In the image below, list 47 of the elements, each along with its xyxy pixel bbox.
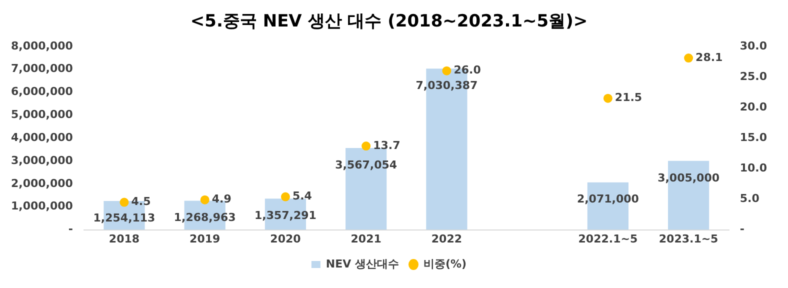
data-label: 3,005,000 [658,171,720,184]
y2-tick-label: 15.0 [740,130,768,144]
data-label: 26.0 [454,64,482,77]
point [684,54,694,63]
data-label: 4.9 [212,192,232,206]
y2-tick-label: 10.0 [740,162,768,175]
point [280,192,290,202]
point [362,142,371,151]
x-tick-label: 2023.1~5 [658,232,718,246]
data-label: 3,567,054 [335,158,398,172]
x-tick-label: 2022.1~5 [578,232,638,246]
x-tick-label: 2018 [108,232,140,246]
y-tick-label: 3,000,000 [10,154,74,167]
point [200,195,210,204]
y-tick-label: 6,000,000 [10,85,74,98]
legend-label: 비중(%) [423,257,467,270]
point [603,94,612,103]
y2-tick-label: 5.0 [740,192,760,206]
y2-tick-label: 25.0 [740,70,768,83]
data-label: 1,357,291 [254,209,316,222]
data-label: 28.1 [696,50,723,64]
data-label: 1,254,113 [93,211,156,224]
y-tick-label: 1,000,000 [10,200,74,213]
point [120,198,129,207]
x-tick-label: 2020 [270,232,302,246]
data-label: 1,268,963 [174,211,236,224]
y-tick-label: - [68,222,73,236]
data-label: 2,071,000 [576,192,640,206]
point [442,66,452,76]
x-tick-label: 2021 [350,232,382,246]
y-tick-label: 2,000,000 [10,176,74,190]
data-label: 21.5 [614,91,642,104]
x-tick-label: 2019 [190,232,220,246]
y-tick-label: 4,000,000 [10,130,74,144]
y-tick-label: 7,000,000 [10,62,74,76]
x-tick-label: 2022 [431,232,462,246]
data-label: 4.5 [131,195,151,208]
y-tick-label: 8,000,000 [10,39,74,52]
y2-tick-label: - [740,222,744,236]
data-label: 13.7 [373,138,400,152]
y2-tick-label: 30.0 [740,39,768,52]
y-tick-label: 5,000,000 [10,108,74,122]
data-label: 5.4 [292,190,312,203]
legend-label: NEV 생산대수 [326,257,400,270]
y2-tick-label: 20.0 [740,100,768,114]
data-label: 7,030,387 [416,78,478,92]
chart-title: <5.중국 NEV 생산 대수 (2018~2023.1~5월)> [190,12,588,32]
